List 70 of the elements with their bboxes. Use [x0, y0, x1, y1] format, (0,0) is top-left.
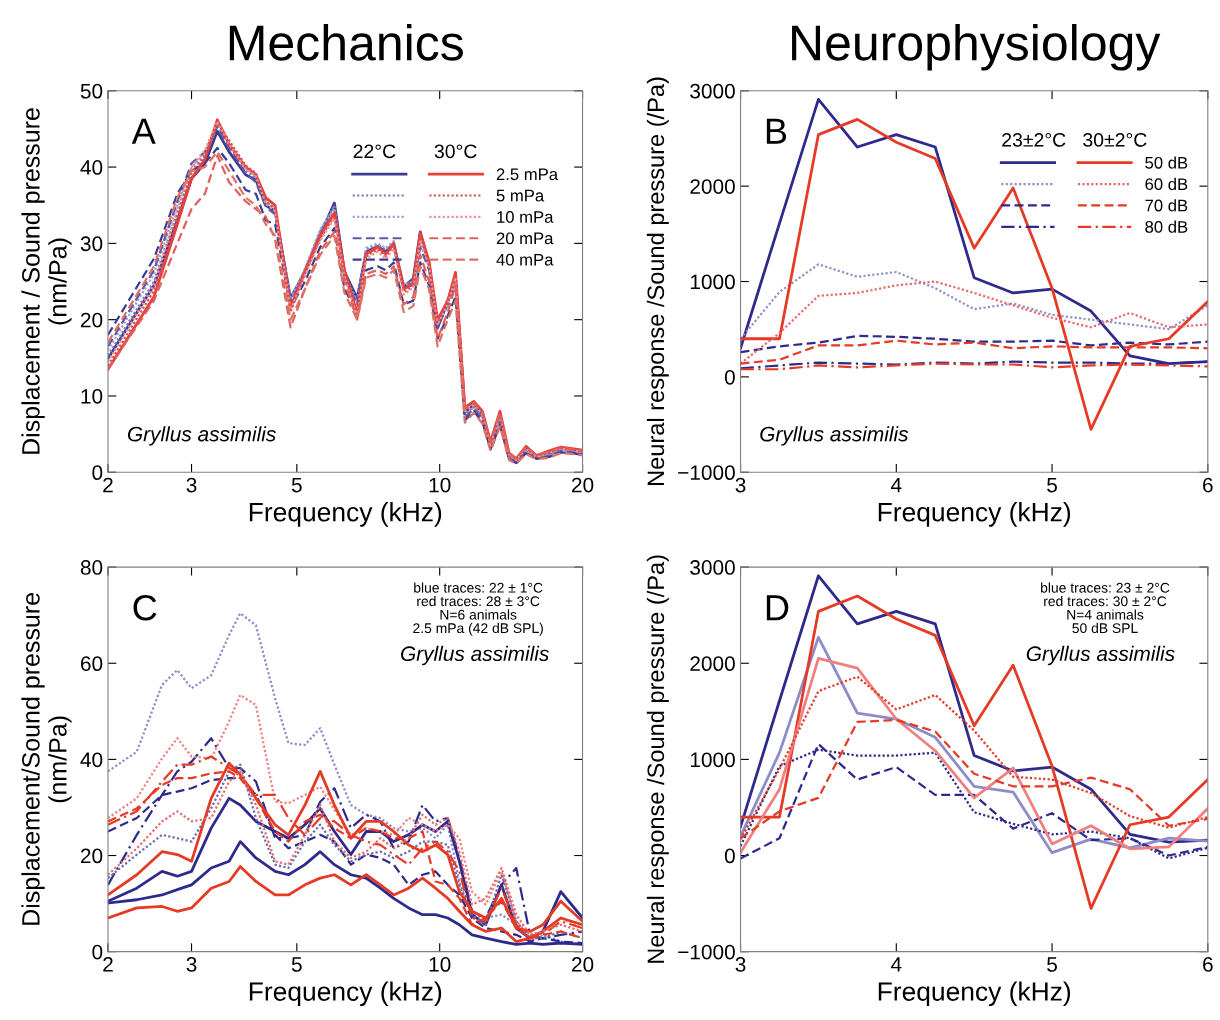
y-axis-title: Neural response /Sound pressure (/Pa)	[646, 77, 669, 485]
legend-label: 50 dB	[1145, 156, 1188, 169]
y-tick-label: 0	[92, 944, 103, 960]
x-tick-label: 6	[1203, 477, 1213, 493]
x-tick-label: 10	[429, 957, 451, 972]
x-tick-label: 3	[186, 957, 197, 972]
y-tick-label: 3000	[690, 560, 735, 575]
y-axis-title: Displacement/Sound pressure (nm/Pa)	[21, 593, 72, 925]
legend-label: 60 dB	[1145, 177, 1188, 191]
x-tick-label: 3	[186, 477, 197, 493]
legend-title: 22°C 30°C	[353, 144, 477, 159]
legend-label: 5 mPa	[496, 189, 545, 202]
legend-label: 40 mPa	[496, 253, 554, 266]
annotation: blue traces: 23 ± 2°C red traces: 30 ± 2°C N=4 animals 50 dB SPL	[1041, 582, 1170, 634]
x-tick-label: 5	[1047, 477, 1057, 493]
legend-title: 23±2°C 30±2°C	[1002, 133, 1147, 147]
x-tick-label: 20	[572, 477, 594, 493]
x-axis-title: Frequency (kHz)	[878, 502, 1071, 527]
y-tick-label: 2000	[690, 656, 735, 672]
x-axis-title: Frequency (kHz)	[878, 981, 1071, 1007]
x-tick-label: 3	[735, 477, 746, 493]
legend-label: 80 dB	[1145, 220, 1188, 233]
annotation: C	[133, 594, 157, 621]
y-tick-label: 3000	[690, 83, 735, 99]
y-tick-label: −1000	[678, 944, 735, 960]
x-tick-label: 2	[103, 477, 113, 493]
y-tick-label: 40	[80, 160, 103, 175]
y-tick-label: 2000	[690, 179, 735, 194]
y-tick-label: 30	[80, 236, 103, 252]
legend-label: 10 mPa	[497, 211, 554, 223]
chart-title: Neurophysiology	[792, 23, 1161, 71]
x-tick-label: 4	[890, 477, 902, 493]
chart-title: Mechanics	[229, 23, 463, 61]
y-axis-title: Displacement / Sound pressure (nm/Pa)	[21, 108, 72, 454]
annotation: Gryllus assimilis	[1026, 645, 1175, 666]
y-tick-label: 1000	[690, 752, 735, 768]
y-tick-label: 1000	[690, 274, 735, 290]
annotation: B	[766, 118, 787, 144]
y-tick-label: 0	[92, 465, 103, 481]
x-tick-label: 2	[103, 957, 113, 972]
legend-label: 2.5 mPa	[496, 168, 559, 181]
y-tick-label: 60	[81, 656, 103, 672]
y-tick-label: 20	[80, 312, 103, 328]
x-tick-label: 5	[1047, 957, 1057, 972]
annotation: D	[766, 595, 789, 621]
y-tick-label: 10	[81, 388, 103, 404]
x-tick-label: 10	[429, 477, 451, 493]
y-tick-label: 0	[724, 848, 735, 864]
annotation: blue traces: 22 ± 1°C red traces: 28 ± 3°C N=6 animals 2.5 mPa (42 dB SPL)	[413, 582, 543, 636]
x-axis-title: Frequency (kHz)	[249, 502, 442, 527]
y-tick-label: −1000	[678, 465, 735, 481]
y-tick-label: 20	[80, 848, 103, 864]
x-tick-label: 5	[291, 477, 302, 493]
x-tick-label: 3	[735, 957, 746, 972]
legend-label: 20 mPa	[496, 232, 554, 245]
y-tick-label: 40	[80, 752, 103, 768]
x-tick-label: 6	[1203, 957, 1213, 972]
legend-label: 70 dB	[1145, 199, 1188, 212]
x-tick-label: 4	[890, 957, 902, 972]
y-tick-label: 80	[80, 560, 103, 575]
y-tick-label: 50	[80, 83, 103, 99]
annotation: Gryllus assimilis	[401, 645, 549, 666]
x-axis-title: Frequency (kHz)	[249, 981, 442, 1007]
y-axis-title: Neural response /Sound pressure (/Pa)	[646, 555, 669, 963]
annotation: A	[131, 118, 156, 144]
annotation: Gryllus assimilis	[127, 426, 276, 446]
annotation: Gryllus assimilis	[760, 426, 909, 446]
y-tick-label: 0	[724, 369, 735, 385]
x-tick-label: 5	[291, 957, 302, 972]
x-tick-label: 20	[572, 957, 594, 972]
